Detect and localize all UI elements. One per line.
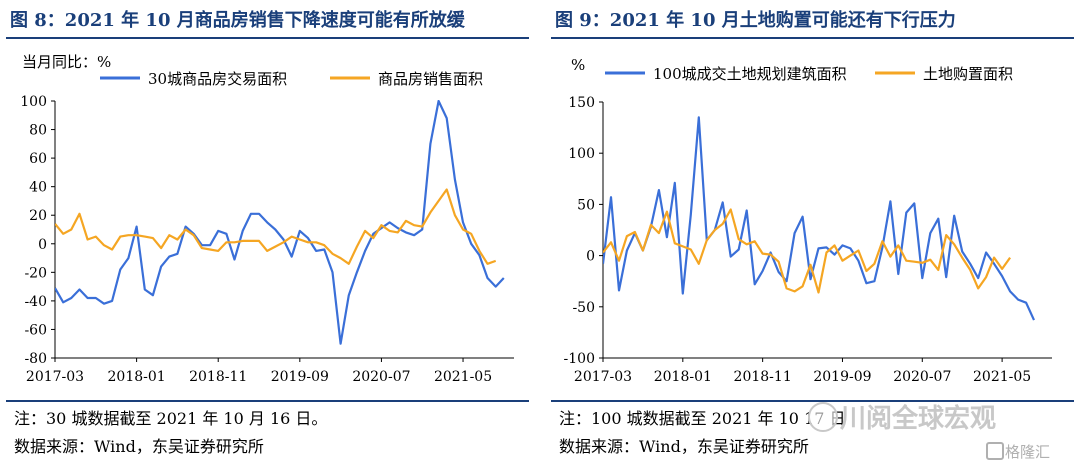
watermark-sub-text: 格隆汇 bbox=[1005, 443, 1051, 461]
watermark-logo-icon bbox=[808, 402, 838, 432]
y-tick-label: 20 bbox=[29, 208, 47, 224]
x-tick-label: 2018-01 bbox=[654, 369, 712, 385]
y-tick-label: -50 bbox=[572, 300, 595, 316]
y-tick-label: 80 bbox=[29, 123, 47, 139]
y-tick-label: 100 bbox=[20, 94, 47, 110]
x-tick-label: 2018-11 bbox=[734, 369, 792, 385]
figure-8-bottom-rule bbox=[6, 400, 529, 402]
series-line-orange bbox=[603, 208, 1011, 294]
y-tick-label: 100 bbox=[568, 146, 595, 162]
legend-label: 100城成交土地规划建筑面积 bbox=[653, 65, 847, 83]
y-axis-label: % bbox=[571, 56, 585, 74]
legend-label: 商品房销售面积 bbox=[378, 70, 483, 88]
y-tick-label: 50 bbox=[577, 197, 595, 213]
x-tick-label: 2017-03 bbox=[574, 369, 632, 385]
x-tick-label: 2021-05 bbox=[973, 369, 1031, 385]
series-line-orange bbox=[55, 188, 497, 265]
y-tick-label: 40 bbox=[29, 180, 47, 196]
legend-label: 土地购置面积 bbox=[923, 65, 1013, 83]
figure-9-title: 图 9：2021 年 10 月土地购置可能还有下行压力 bbox=[555, 10, 956, 31]
x-tick-label: 2020-07 bbox=[893, 369, 951, 385]
y-tick-label: -100 bbox=[564, 351, 595, 367]
legend-label: 30城商品房交易面积 bbox=[148, 70, 287, 88]
y-tick-label: -60 bbox=[24, 322, 47, 338]
series-line-blue bbox=[603, 116, 1036, 321]
x-tick-label: 2018-11 bbox=[189, 369, 247, 385]
y-tick-label: 0 bbox=[586, 249, 595, 265]
x-tick-label: 2019-09 bbox=[813, 369, 871, 385]
x-tick-label: 2020-07 bbox=[352, 369, 410, 385]
figure-9-note: 注：100 城数据截至 2021 年 10 17 日 bbox=[559, 409, 846, 428]
y-tick-label: -20 bbox=[24, 265, 47, 281]
y-tick-label: -80 bbox=[24, 351, 47, 367]
figure-8-source: 数据来源：Wind，东吴证券研究所 bbox=[14, 437, 264, 456]
x-tick-label: 2017-03 bbox=[26, 369, 84, 385]
figure-8-title: 图 8：2021 年 10 月商品房销售下降速度可能有所放缓 bbox=[10, 10, 465, 31]
figure-8-top-rule bbox=[6, 37, 529, 39]
figure-9-panel: 图 9：2021 年 10 月土地购置可能还有下行压力 150 100 50 0 -50… bbox=[545, 0, 1080, 464]
y-axis-label: 当月同比：% bbox=[22, 53, 111, 71]
figure-9-chart: 150 100 50 0 -50 -100 2017-03 2018-01 2018-11 201… bbox=[564, 56, 1052, 385]
figure-9-top-rule bbox=[551, 37, 1074, 39]
watermark-text: 川阅全球宏观 bbox=[840, 404, 997, 434]
figure-8-chart: 100 80 60 40 20 0 -20 -40 -60 -80 2017-03 2018-01 20… bbox=[20, 53, 514, 385]
figure-8-panel: 图 8：2021 年 10 月商品房销售下降速度可能有所放缓 100 80 60 40… bbox=[0, 0, 535, 464]
series-line-blue bbox=[55, 100, 505, 345]
x-tick-label: 2021-05 bbox=[434, 369, 492, 385]
figure-8-note: 注：30 城数据截至 2021 年 10 月 16 日。 bbox=[14, 409, 328, 428]
x-tick-label: 2019-09 bbox=[271, 369, 329, 385]
watermark-sub-logo-icon bbox=[986, 442, 1004, 460]
y-tick-label: -40 bbox=[24, 294, 47, 310]
y-tick-label: 150 bbox=[568, 95, 595, 111]
y-tick-label: 60 bbox=[29, 151, 47, 167]
figure-9-bottom-rule bbox=[551, 400, 1074, 402]
x-tick-label: 2018-01 bbox=[108, 369, 166, 385]
figure-9-source: 数据来源：Wind，东吴证券研究所 bbox=[559, 437, 809, 456]
y-tick-label: 0 bbox=[38, 237, 47, 253]
